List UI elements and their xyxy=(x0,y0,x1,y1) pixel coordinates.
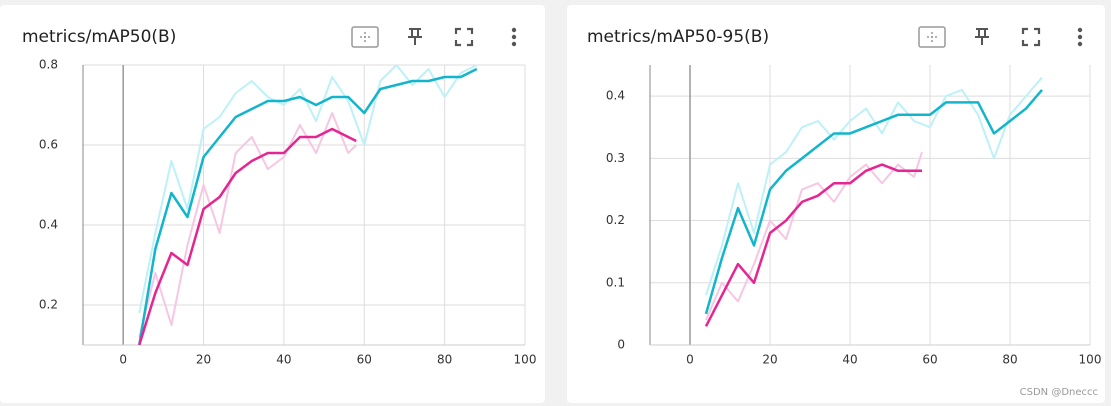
x-tick-label: 20 xyxy=(762,353,777,367)
x-tick-label: 80 xyxy=(1002,353,1017,367)
fit-domain-button[interactable] xyxy=(351,26,379,48)
fullscreen-button[interactable] xyxy=(1021,27,1041,47)
series-line xyxy=(138,112,357,338)
plot: 0 0.1 0.2 0.3 0.4 0 20 40 60 80 100 xyxy=(606,65,1102,367)
x-tick-label: 0 xyxy=(119,353,127,367)
series-group xyxy=(704,76,1043,327)
card-title: metrics/mAP50-95(B) xyxy=(587,27,769,47)
series-line xyxy=(705,76,1043,296)
fit-domain-button[interactable] xyxy=(918,26,946,48)
fullscreen-button[interactable] xyxy=(454,27,474,47)
card-title: metrics/mAP50(B) xyxy=(22,27,176,47)
y-tick-label: 0.1 xyxy=(606,275,625,289)
x-tick-label: 60 xyxy=(922,353,937,367)
x-tick-label: 100 xyxy=(514,353,537,367)
x-tick-label: 80 xyxy=(437,353,452,367)
x-tick-label: 20 xyxy=(196,353,211,367)
y-tick-label: 0 xyxy=(617,338,625,352)
series-line xyxy=(704,89,1043,315)
pin-button[interactable] xyxy=(408,28,422,45)
y-tick-label: 0.3 xyxy=(606,151,625,165)
card xyxy=(567,5,1105,403)
series-line xyxy=(705,151,923,321)
series-line xyxy=(138,67,478,345)
series-line xyxy=(138,127,357,345)
y-tick-label: 0.2 xyxy=(39,298,58,312)
x-tick-label: 40 xyxy=(842,353,857,367)
y-tick-label: 0.8 xyxy=(39,58,58,72)
x-tick-label: 100 xyxy=(1079,353,1102,367)
series-line xyxy=(704,163,922,327)
series-group xyxy=(138,65,478,345)
series-line xyxy=(138,65,478,314)
card xyxy=(0,5,545,403)
y-tick-label: 0.2 xyxy=(606,213,625,227)
x-tick-label: 60 xyxy=(357,353,372,367)
y-tick-label: 0.4 xyxy=(39,218,58,232)
more-button[interactable] xyxy=(511,27,517,47)
pin-button[interactable] xyxy=(975,28,989,45)
x-tick-label: 40 xyxy=(276,353,291,367)
plot: 0.2 0.4 0.6 0.8 0 20 40 60 80 100 xyxy=(39,58,537,367)
y-tick-label: 0.4 xyxy=(606,89,625,103)
x-tick-label: 0 xyxy=(686,353,694,367)
y-tick-label: 0.6 xyxy=(39,138,58,152)
watermark: CSDN @Dneccc xyxy=(1020,387,1098,398)
more-button[interactable] xyxy=(1077,27,1083,47)
